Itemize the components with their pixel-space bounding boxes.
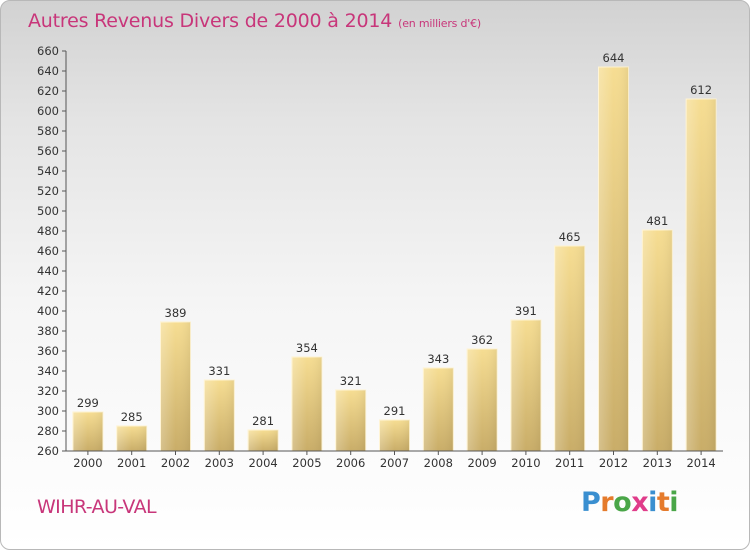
- bar-value-label: 281: [252, 414, 274, 428]
- logo-letter: t: [656, 487, 670, 518]
- place-name: WIHR-AU-VAL: [37, 496, 157, 518]
- bar-shade: [204, 380, 235, 451]
- bar-shade: [510, 320, 541, 451]
- y-tick-label: 440: [37, 264, 59, 278]
- x-tick-label: 2010: [511, 456, 540, 470]
- logo-letter: i: [648, 487, 657, 518]
- bar-value-label: 291: [384, 404, 406, 418]
- y-tick-label: 500: [37, 204, 59, 218]
- y-tick-label: 360: [37, 344, 59, 358]
- y-tick-label: 340: [37, 364, 59, 378]
- bar-value-label: 299: [77, 396, 99, 410]
- y-tick-label: 300: [37, 404, 59, 418]
- y-tick-label: 420: [37, 284, 59, 298]
- logo-letter: i: [669, 487, 679, 518]
- bar-value-label: 321: [340, 374, 362, 388]
- bar-value-label: 354: [296, 341, 318, 355]
- proxiti-logo: Proxiti: [581, 487, 679, 518]
- bar-value-label: 391: [515, 304, 537, 318]
- y-tick-label: 380: [37, 324, 59, 338]
- bar-shade: [72, 412, 103, 451]
- bar-value-label: 331: [208, 364, 230, 378]
- bar-shade: [335, 390, 366, 451]
- x-tick-label: 2004: [248, 456, 277, 470]
- x-tick-label: 2007: [380, 456, 409, 470]
- bar-value-label: 343: [427, 352, 449, 366]
- y-tick-label: 480: [37, 224, 59, 238]
- bar-value-label: 389: [165, 306, 187, 320]
- bar-shade: [379, 420, 410, 451]
- bar-shade: [116, 426, 147, 451]
- logo-letter: x: [631, 487, 649, 518]
- bar-shade: [160, 322, 191, 451]
- x-tick-label: 2001: [117, 456, 146, 470]
- x-tick-label: 2008: [424, 456, 453, 470]
- x-tick-label: 2006: [336, 456, 365, 470]
- x-tick-label: 2002: [161, 456, 190, 470]
- x-tick-label: 2000: [73, 456, 102, 470]
- bar-value-label: 362: [471, 333, 493, 347]
- y-tick-label: 320: [37, 384, 59, 398]
- y-tick-label: 660: [37, 44, 59, 58]
- y-tick-label: 540: [37, 164, 59, 178]
- y-tick-label: 460: [37, 244, 59, 258]
- y-tick-label: 600: [37, 104, 59, 118]
- logo-letter: P: [581, 487, 601, 518]
- x-tick-label: 2003: [205, 456, 234, 470]
- logo-letter: r: [600, 487, 614, 518]
- x-axis: 2000 2001 2002 2003 2004 2005 2006 2007 2008 2009…: [66, 450, 723, 470]
- bar-shade: [642, 230, 673, 451]
- bar-shade: [598, 67, 629, 451]
- y-tick-label: 400: [37, 304, 59, 318]
- chart-title: Autres Revenus Divers de 2000 à 2014 (en …: [28, 10, 481, 32]
- y-tick-label: 520: [37, 184, 59, 198]
- bar-value-label: 481: [646, 214, 668, 228]
- bar-value-label: 285: [121, 410, 143, 424]
- y-tick-label: 560: [37, 144, 59, 158]
- x-tick-label: 2014: [686, 456, 715, 470]
- chart-title-text: Autres Revenus Divers de 2000 à 2014: [28, 10, 393, 32]
- bar-shade: [686, 99, 717, 451]
- x-tick-label: 2013: [643, 456, 672, 470]
- x-tick-label: 2011: [555, 456, 584, 470]
- x-tick-label: 2009: [467, 456, 496, 470]
- bar-shade: [467, 349, 498, 451]
- bar-value-label: 612: [690, 83, 712, 97]
- x-tick-label: 2012: [599, 456, 628, 470]
- bar-value-label: 644: [603, 51, 625, 65]
- y-axis: 260 280 300 320 340 360 380 400 420 440 460 480 500 5…: [37, 44, 67, 458]
- bar-shade: [248, 430, 279, 451]
- y-tick-label: 280: [37, 424, 59, 438]
- y-tick-label: 260: [37, 444, 59, 458]
- y-tick-label: 580: [37, 124, 59, 138]
- y-tick-label: 620: [37, 84, 59, 98]
- bar-shade: [554, 246, 585, 451]
- bar-shade: [291, 357, 322, 451]
- bar-shade: [423, 368, 454, 451]
- chart-subtitle: (en milliers d'€): [398, 17, 482, 30]
- y-tick-label: 640: [37, 64, 59, 78]
- x-tick-label: 2005: [292, 456, 321, 470]
- bar-value-label: 465: [559, 230, 581, 244]
- logo-letter: o: [613, 487, 632, 518]
- bars: 299 285 389 331 281 354 321 291 343 362 391 465 644 4…: [72, 51, 717, 452]
